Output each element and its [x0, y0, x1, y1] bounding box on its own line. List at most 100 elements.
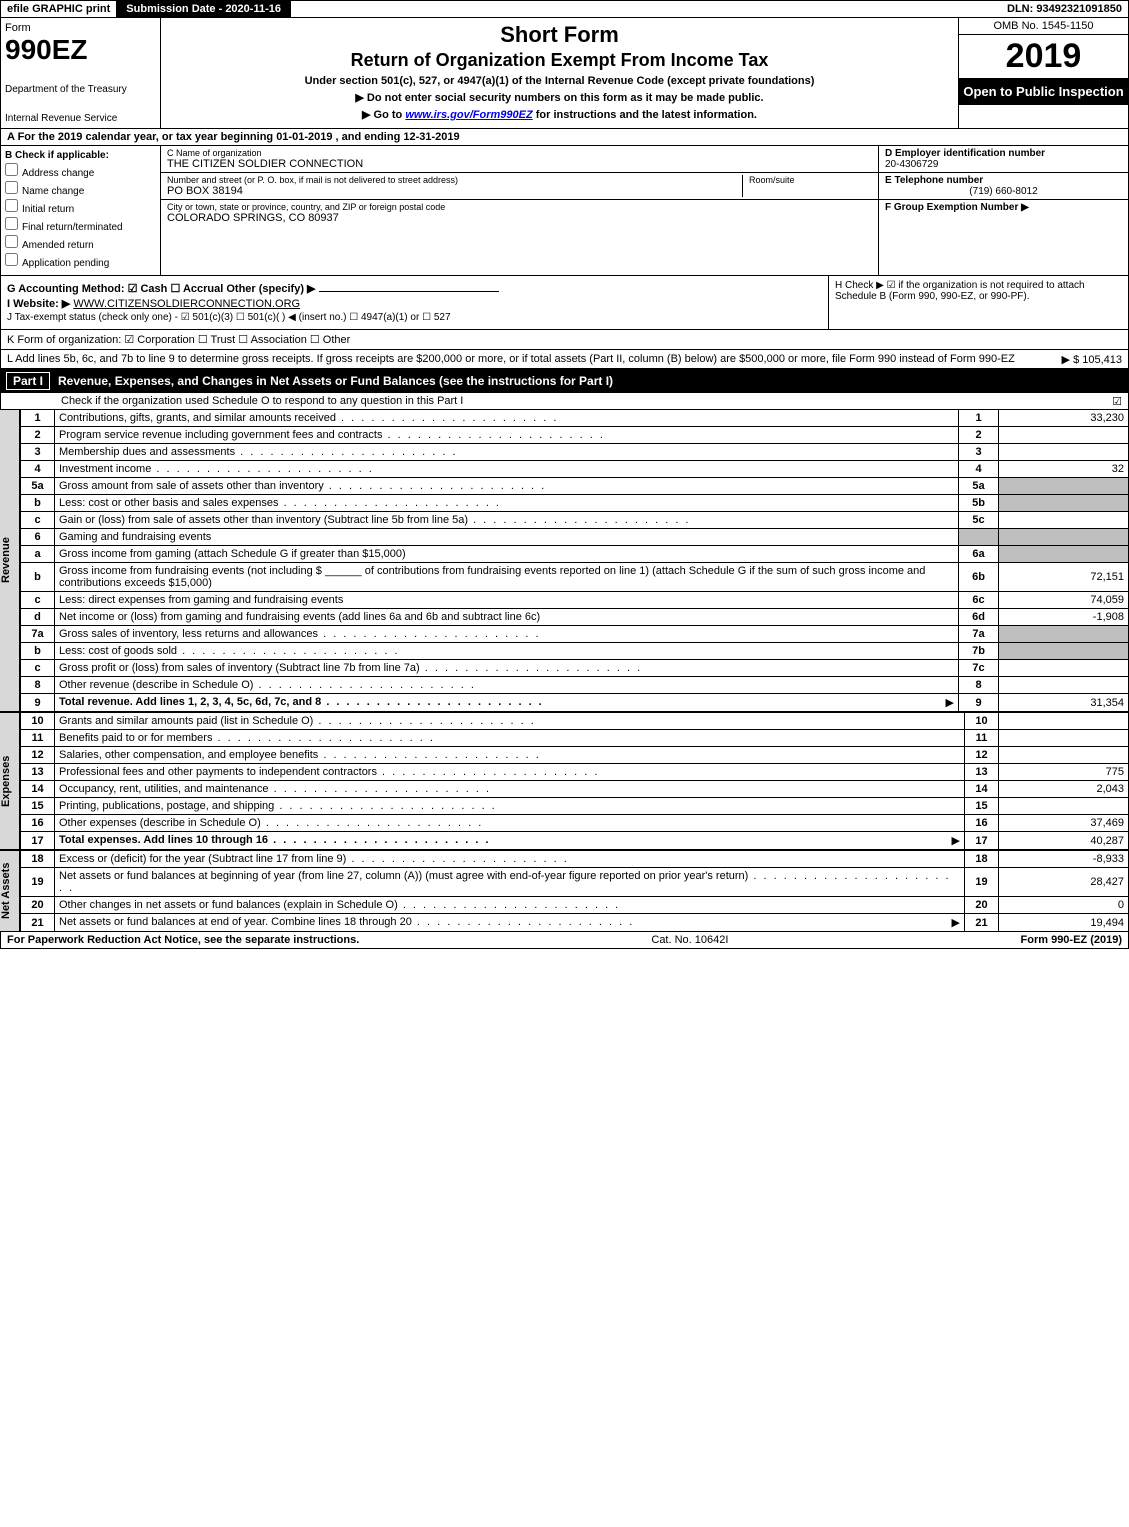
line-6c-subnum: 6c [959, 592, 999, 609]
chk-amended[interactable]: Amended return [5, 235, 156, 251]
line-6d: dNet income or (loss) from gaming and fu… [21, 609, 1129, 626]
line-1: 1Contributions, gifts, grants, and simil… [21, 410, 1129, 427]
line-15-val [999, 798, 1129, 815]
line-7b-grey [999, 643, 1129, 660]
chk-name-change[interactable]: Name change [5, 181, 156, 197]
efile-label[interactable]: efile GRAPHIC print [1, 1, 116, 17]
line-15: 15Printing, publications, postage, and s… [21, 798, 1129, 815]
g-accounting-text: G Accounting Method: ☑ Cash ☐ Accrual Ot… [7, 283, 316, 295]
line-11-val [999, 730, 1129, 747]
line-2-num: 2 [21, 427, 55, 444]
line-2-rnum: 2 [959, 427, 999, 444]
line-7c-rnum: 7c [959, 660, 999, 677]
line-11-desc: Benefits paid to or for members [55, 730, 965, 747]
l-text: L Add lines 5b, 6c, and 7b to line 9 to … [7, 353, 1015, 365]
header-right: OMB No. 1545-1150 2019 Open to Public In… [958, 18, 1128, 128]
goto-post: for instructions and the latest informat… [536, 109, 757, 121]
website-value[interactable]: WWW.CITIZENSOLDIERCONNECTION.ORG [73, 298, 300, 310]
line-6b-subval: 72,151 [999, 563, 1129, 592]
line-5b-num: b [21, 495, 55, 512]
chk-address-change[interactable]: Address change [5, 163, 156, 179]
g-accounting: G Accounting Method: ☑ Cash ☐ Accrual Ot… [7, 282, 822, 295]
line-5a-desc: Gross amount from sale of assets other t… [59, 480, 546, 492]
line-18-desc: Excess or (deficit) for the year (Subtra… [55, 851, 965, 868]
line-14-rnum: 14 [965, 781, 999, 798]
line-14-val: 2,043 [999, 781, 1129, 798]
line-9-desc: Total revenue. Add lines 1, 2, 3, 4, 5c,… [59, 696, 544, 708]
chk-name-change-box[interactable] [5, 181, 18, 194]
f-group-label: F Group Exemption Number ▶ [885, 202, 1122, 213]
line-6-desc: Gaming and fundraising events [55, 529, 959, 546]
d-ein-label: D Employer identification number [885, 148, 1122, 159]
line-5b-grey [999, 495, 1129, 512]
line-4-val: 32 [999, 461, 1129, 478]
line-12: 12Salaries, other compensation, and empl… [21, 747, 1129, 764]
chk-final-return[interactable]: Final return/terminated [5, 217, 156, 233]
line-17: 17Total expenses. Add lines 10 through 1… [21, 832, 1129, 850]
chk-name-change-lbl: Name change [22, 186, 84, 197]
line-5c-rnum: 5c [959, 512, 999, 529]
line-10-val [999, 713, 1129, 730]
part1-label: Part I [6, 372, 50, 390]
line-3-desc: Membership dues and assessments [55, 444, 959, 461]
expenses-table: 10Grants and similar amounts paid (list … [20, 712, 1129, 850]
line-1-num: 1 [21, 410, 55, 427]
website-label: I Website: ▶ [7, 298, 70, 310]
line-19-val: 28,427 [999, 868, 1129, 897]
line-9-val: 31,354 [999, 694, 1129, 712]
open-public: Open to Public Inspection [959, 78, 1128, 105]
chk-amended-box[interactable] [5, 235, 18, 248]
line-9-arrow: ▶ [946, 696, 954, 709]
b-column: B Check if applicable: Address change Na… [1, 146, 161, 275]
line-1-rnum: 1 [959, 410, 999, 427]
line-19-num: 19 [21, 868, 55, 897]
line-6b-num: b [21, 563, 55, 592]
line-6-grey1 [959, 529, 999, 546]
line-7c-num: c [21, 660, 55, 677]
chk-initial-return-box[interactable] [5, 199, 18, 212]
c-addr-row: Number and street (or P. O. box, if mail… [161, 173, 878, 200]
line-6c-subval: 74,059 [999, 592, 1129, 609]
g-other-underline[interactable] [319, 291, 499, 292]
line-18-num: 18 [21, 851, 55, 868]
netassets-table: 18Excess or (deficit) for the year (Subt… [20, 850, 1129, 932]
line-5c-desc: Gain or (loss) from sale of assets other… [55, 512, 959, 529]
irs-link[interactable]: www.irs.gov/Form990EZ [405, 109, 532, 121]
phone-value: (719) 660-8012 [885, 186, 1122, 197]
line-10-desc: Grants and similar amounts paid (list in… [55, 713, 965, 730]
chk-amended-lbl: Amended return [22, 240, 94, 251]
line-13-val: 775 [999, 764, 1129, 781]
subtitle-ssn: ▶ Do not enter social security numbers o… [169, 91, 950, 104]
line-16: 16Other expenses (describe in Schedule O… [21, 815, 1129, 832]
chk-final-return-box[interactable] [5, 217, 18, 230]
chk-app-pending[interactable]: Application pending [5, 253, 156, 269]
ein-value: 20-4306729 [885, 159, 1122, 170]
chk-initial-return[interactable]: Initial return [5, 199, 156, 215]
chk-address-change-box[interactable] [5, 163, 18, 176]
line-10: 10Grants and similar amounts paid (list … [21, 713, 1129, 730]
line-7a-desc: Gross sales of inventory, less returns a… [55, 626, 959, 643]
line-10-num: 10 [21, 713, 55, 730]
line-14-desc: Occupancy, rent, utilities, and maintena… [55, 781, 965, 798]
line-11-num: 11 [21, 730, 55, 747]
line-21-val: 19,494 [999, 914, 1129, 932]
k-row: K Form of organization: ☑ Corporation ☐ … [0, 330, 1129, 350]
line-7c-desc: Gross profit or (loss) from sales of inv… [55, 660, 959, 677]
line-6b-desc: Gross income from fundraising events (no… [55, 563, 959, 592]
line-7a-num: 7a [21, 626, 55, 643]
row-a-period: A For the 2019 calendar year, or tax yea… [0, 129, 1129, 146]
line-5c-val [999, 512, 1129, 529]
line-7c-val [999, 660, 1129, 677]
line-2-desc: Program service revenue including govern… [55, 427, 959, 444]
part1-sub-text: Check if the organization used Schedule … [61, 395, 463, 407]
e-phone-label: E Telephone number [885, 175, 1122, 186]
line-6d-rnum: 6d [959, 609, 999, 626]
c-name-label: C Name of organization [167, 148, 363, 158]
footer: For Paperwork Reduction Act Notice, see … [0, 932, 1129, 949]
line-7b: bLess: cost of goods sold7b [21, 643, 1129, 660]
chk-app-pending-box[interactable] [5, 253, 18, 266]
revenue-section: Revenue 1Contributions, gifts, grants, a… [0, 409, 1129, 712]
line-6a-grey [999, 546, 1129, 563]
line-5b: bLess: cost or other basis and sales exp… [21, 495, 1129, 512]
part1-check[interactable]: ☑ [1112, 395, 1122, 408]
